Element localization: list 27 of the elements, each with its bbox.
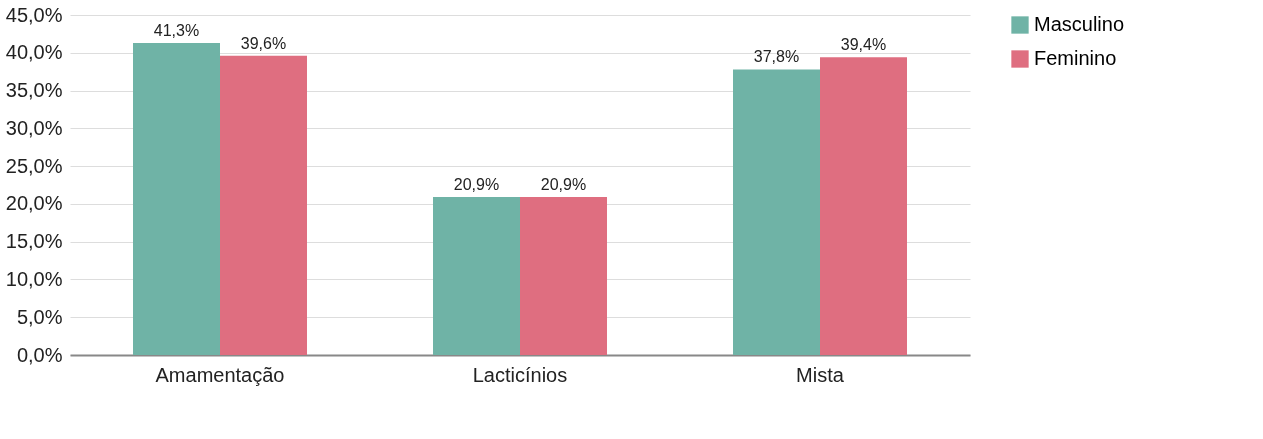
bar <box>520 197 607 355</box>
x-tick-label: Amamentação <box>155 363 285 386</box>
y-tick-label: 40,0% <box>5 41 63 64</box>
legend-label: Masculino <box>1034 13 1125 35</box>
y-tick-label: 30,0% <box>5 116 63 139</box>
y-tick-label: 5,0% <box>16 305 63 328</box>
legend-label: Feminino <box>1034 47 1117 69</box>
bar <box>820 57 907 355</box>
y-tick-label: 45,0% <box>5 3 63 26</box>
bar <box>133 42 220 355</box>
bar <box>733 69 820 355</box>
y-tick-label: 10,0% <box>5 267 63 290</box>
data-label: 37,8% <box>753 48 800 66</box>
data-label: 20,9% <box>540 176 587 194</box>
data-label: 39,4% <box>840 36 887 54</box>
y-tick-label: 20,0% <box>5 192 63 215</box>
bar <box>220 55 307 355</box>
y-tick-label: 35,0% <box>5 79 63 102</box>
y-tick-label: 0,0% <box>16 343 63 366</box>
y-tick-label: 15,0% <box>5 230 63 253</box>
data-label: 39,6% <box>240 34 287 52</box>
bar <box>433 197 520 355</box>
x-tick-label: Mista <box>796 363 845 386</box>
x-tick-label: Lacticínios <box>472 363 568 386</box>
data-label: 20,9% <box>453 176 500 194</box>
data-label: 41,3% <box>153 21 200 39</box>
y-tick-label: 25,0% <box>5 154 63 177</box>
